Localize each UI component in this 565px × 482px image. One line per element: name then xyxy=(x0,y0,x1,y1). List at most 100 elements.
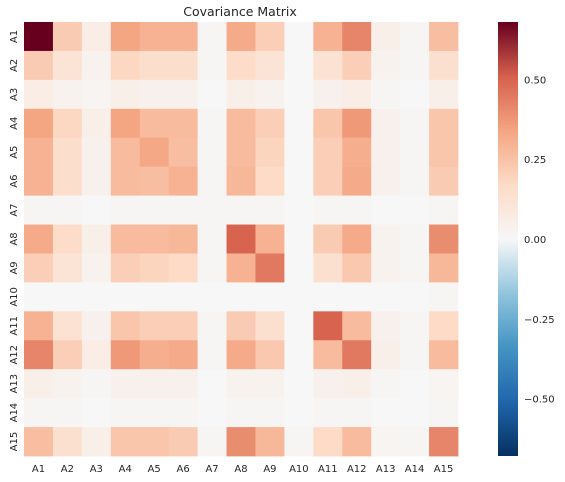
heatmap-cell-A7-A1 xyxy=(24,195,54,225)
heatmap-cell-A7-A3 xyxy=(81,195,112,225)
heatmap-cell-A2-A1 xyxy=(24,50,54,81)
heatmap-cell-A3-A12 xyxy=(342,79,372,110)
heatmap-cell-A7-A2 xyxy=(52,195,83,225)
heatmap-cell-A12-A1 xyxy=(24,340,54,370)
heatmap-cell-A3-A1 xyxy=(24,79,54,110)
heatmap-cell-A15-A2 xyxy=(52,427,83,457)
heatmap-cell-A11-A1 xyxy=(24,311,54,341)
heatmap-cell-A6-A13 xyxy=(371,166,401,196)
heatmap-cell-A5-A6 xyxy=(168,137,198,168)
heatmap-cell-A9-A15 xyxy=(429,253,459,283)
heatmap-cell-A14-A14 xyxy=(400,398,430,428)
heatmap-cell-A14-A4 xyxy=(110,398,141,428)
heatmap-cell-A15-A8 xyxy=(226,427,256,457)
heatmap-cell-A3-A14 xyxy=(400,79,430,110)
heatmap-cell-A10-A5 xyxy=(139,282,170,312)
heatmap-cell-A14-A12 xyxy=(342,398,372,428)
heatmap-cell-A9-A6 xyxy=(168,253,198,283)
heatmap-cell-A6-A1 xyxy=(24,166,54,196)
heatmap-cell-A5-A1 xyxy=(24,137,54,168)
heatmap-cell-A12-A8 xyxy=(226,340,256,370)
heatmap-cell-A1-A10 xyxy=(284,22,314,52)
heatmap-cell-A4-A1 xyxy=(24,108,54,139)
heatmap-cell-A13-A9 xyxy=(255,369,285,399)
heatmap-cell-A7-A4 xyxy=(110,195,141,225)
heatmap-cell-A10-A13 xyxy=(371,282,401,312)
heatmap-cell-A5-A4 xyxy=(110,137,141,168)
heatmap-cell-A5-A2 xyxy=(52,137,83,168)
heatmap-cell-A9-A5 xyxy=(139,253,170,283)
heatmap-cell-A6-A15 xyxy=(429,166,459,196)
y-tick-label: A1 xyxy=(9,30,20,43)
heatmap-cell-A14-A6 xyxy=(168,398,198,428)
heatmap-cell-A6-A2 xyxy=(52,166,83,196)
heatmap-cell-A10-A6 xyxy=(168,282,198,312)
heatmap-cell-A1-A2 xyxy=(52,22,83,52)
colorbar-tick-label: −0.25 xyxy=(524,315,555,326)
heatmap-cell-A12-A7 xyxy=(197,340,227,370)
heatmap-cell-A12-A14 xyxy=(400,340,430,370)
heatmap-cell-A14-A2 xyxy=(52,398,83,428)
heatmap-cell-A4-A10 xyxy=(284,108,314,139)
heatmap-cell-A8-A14 xyxy=(400,224,430,254)
heatmap-cell-A11-A7 xyxy=(197,311,227,341)
heatmap-cell-A5-A7 xyxy=(197,137,227,168)
heatmap-cell-A2-A13 xyxy=(371,50,401,81)
heatmap-cell-A13-A4 xyxy=(110,369,141,399)
heatmap-cell-A9-A3 xyxy=(81,253,112,283)
heatmap-cell-A6-A5 xyxy=(139,166,170,196)
heatmap-cell-A7-A12 xyxy=(342,195,372,225)
heatmap-cell-A13-A2 xyxy=(52,369,83,399)
heatmap-cell-A1-A3 xyxy=(81,22,112,52)
heatmap-cell-A1-A6 xyxy=(168,22,198,52)
y-tick-label: A7 xyxy=(9,203,20,216)
heatmap-cell-A7-A9 xyxy=(255,195,285,225)
heatmap-cell-A6-A10 xyxy=(284,166,314,196)
heatmap-cell-A8-A4 xyxy=(110,224,141,254)
heatmap-cell-A15-A13 xyxy=(371,427,401,457)
heatmap-cell-A14-A3 xyxy=(81,398,112,428)
heatmap-cell-A9-A10 xyxy=(284,253,314,283)
heatmap-cell-A5-A15 xyxy=(429,137,459,168)
heatmap-cell-A8-A6 xyxy=(168,224,198,254)
heatmap-cell-A5-A9 xyxy=(255,137,285,168)
heatmap-cell-A10-A12 xyxy=(342,282,372,312)
heatmap-cell-A14-A8 xyxy=(226,398,256,428)
heatmap-cell-A15-A9 xyxy=(255,427,285,457)
heatmap-cell-A13-A14 xyxy=(400,369,430,399)
heatmap-cell-A3-A9 xyxy=(255,79,285,110)
y-tick-label: A5 xyxy=(9,146,20,159)
heatmap-cell-A7-A11 xyxy=(313,195,343,225)
x-tick-label: A1 xyxy=(32,464,45,475)
heatmap-cell-A6-A9 xyxy=(255,166,285,196)
heatmap-cell-A11-A12 xyxy=(342,311,372,341)
heatmap-cell-A15-A7 xyxy=(197,427,227,457)
heatmap-cell-A15-A6 xyxy=(168,427,198,457)
heatmap-cell-A8-A5 xyxy=(139,224,170,254)
heatmap-cell-A7-A6 xyxy=(168,195,198,225)
heatmap-cell-A6-A14 xyxy=(400,166,430,196)
heatmap-cell-A10-A7 xyxy=(197,282,227,312)
heatmap-cell-A11-A6 xyxy=(168,311,198,341)
heatmap-cell-A13-A6 xyxy=(168,369,198,399)
heatmap-cell-A8-A10 xyxy=(284,224,314,254)
heatmap-cell-A15-A15 xyxy=(429,427,459,457)
heatmap-cell-A11-A4 xyxy=(110,311,141,341)
heatmap-cell-A2-A9 xyxy=(255,50,285,81)
y-tick-label: A4 xyxy=(9,117,20,130)
y-tick-label: A15 xyxy=(9,432,20,452)
y-tick-label: A8 xyxy=(9,232,20,245)
y-tick-label: A13 xyxy=(9,374,20,394)
heatmap-cell-A11-A3 xyxy=(81,311,112,341)
heatmap-cell-A14-A10 xyxy=(284,398,314,428)
heatmap-cell-A5-A14 xyxy=(400,137,430,168)
heatmap-cell-A6-A3 xyxy=(81,166,112,196)
heatmap-cell-A10-A11 xyxy=(313,282,343,312)
heatmap-cell-A9-A11 xyxy=(313,253,343,283)
heatmap-cell-A12-A9 xyxy=(255,340,285,370)
colorbar-tick-label: 0.25 xyxy=(524,155,546,166)
heatmap-cell-A2-A8 xyxy=(226,50,256,81)
heatmap-cells xyxy=(24,22,459,457)
heatmap-cell-A8-A3 xyxy=(81,224,112,254)
